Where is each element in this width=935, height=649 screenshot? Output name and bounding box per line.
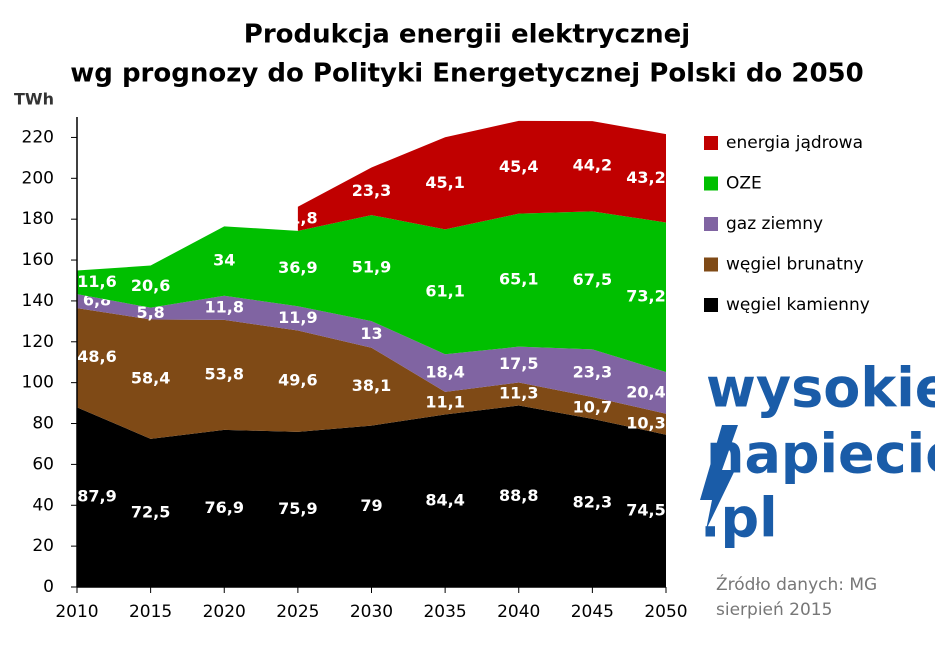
y-tick-label: 140 (22, 291, 54, 311)
value-label: 44,2 (573, 156, 612, 175)
value-label: 20,4 (626, 382, 665, 401)
logo-bolt (700, 425, 738, 530)
legend-swatch (704, 217, 718, 231)
legend-label: węgiel kamienny (726, 295, 870, 315)
chart-subtitle: wg prognozy do Polityki Energetycznej Po… (70, 59, 863, 89)
x-tick-label: 2045 (571, 602, 614, 622)
area (77, 405, 666, 587)
source-note: Źródło danych: MG (716, 573, 877, 595)
logo-text: napiecie (706, 423, 935, 486)
y-tick-label: 20 (32, 536, 54, 556)
y-tick-label: 160 (22, 250, 54, 270)
value-label: 73,2 (626, 287, 665, 306)
y-tick-label: 60 (32, 454, 54, 474)
value-label: 53,8 (205, 364, 244, 383)
value-label: 11,3 (499, 383, 538, 402)
value-label: 74,5 (626, 500, 665, 519)
x-tick-label: 2035 (423, 602, 466, 622)
value-label: 88,8 (499, 486, 538, 505)
value-label: 17,5 (499, 354, 538, 373)
value-label: 11,8 (278, 208, 317, 227)
value-label: 45,4 (499, 157, 538, 176)
value-label: 84,4 (425, 490, 464, 509)
value-label: 49,6 (278, 371, 317, 390)
y-tick-label: 200 (22, 168, 54, 188)
value-label: 82,3 (573, 492, 612, 511)
logo-text: wysokie (706, 357, 935, 420)
value-label: 11,6 (77, 272, 116, 291)
value-label: 67,5 (573, 270, 612, 289)
value-label: 23,3 (573, 363, 612, 382)
legend-swatch (704, 298, 718, 312)
value-label: 20,6 (131, 276, 170, 295)
value-label: 79 (360, 496, 382, 515)
legend-swatch (704, 136, 718, 150)
value-label: 58,4 (131, 369, 170, 388)
legend-label: gaz ziemny (726, 214, 823, 234)
value-label: 23,3 (352, 181, 391, 200)
value-label: 10,3 (626, 414, 665, 433)
value-label: 51,9 (352, 258, 391, 277)
legend-swatch (704, 257, 718, 272)
y-tick-label: 180 (22, 209, 54, 229)
value-label: 65,1 (499, 270, 538, 289)
legend-label: OZE (726, 174, 762, 194)
y-tick-label: 220 (22, 127, 54, 147)
value-label: 11,8 (205, 297, 244, 316)
y-tick-label: 120 (22, 332, 54, 352)
value-label: 72,5 (131, 502, 170, 521)
y-tick-label: 0 (43, 577, 54, 597)
value-label: 36,9 (278, 258, 317, 277)
value-label: 61,1 (425, 281, 464, 300)
chart-title: Produkcja energii elektrycznej (244, 20, 690, 50)
y-tick-label: 40 (32, 495, 54, 515)
x-tick-label: 2015 (129, 602, 172, 622)
value-label: 75,9 (278, 499, 317, 518)
value-label: 87,9 (77, 487, 116, 506)
x-tick-label: 2020 (203, 602, 246, 622)
x-tick-label: 2010 (55, 602, 98, 622)
value-label: 76,9 (205, 498, 244, 517)
area (77, 308, 666, 439)
value-label: 18,4 (425, 363, 464, 382)
y-tick-label: 100 (22, 373, 54, 393)
y-tick-label: 80 (32, 414, 54, 434)
logo-text: .pl (700, 487, 778, 550)
x-tick-label: 2050 (644, 602, 687, 622)
value-label: 43,2 (626, 168, 665, 187)
value-label: 5,8 (136, 303, 164, 322)
y-axis-label: TWh (14, 90, 54, 109)
value-label: 34 (213, 251, 235, 270)
area (297, 120, 666, 231)
legend-label: węgiel brunatny (726, 255, 864, 275)
x-tick-label: 2025 (276, 602, 319, 622)
value-label: 48,6 (77, 347, 116, 366)
x-tick-label: 2040 (497, 602, 540, 622)
value-label: 11,1 (425, 393, 464, 412)
legend-swatch (704, 176, 718, 191)
value-label: 11,9 (278, 308, 317, 327)
area (77, 294, 666, 414)
legend-label: energia jądrowa (726, 133, 863, 153)
value-label: 13 (360, 324, 382, 343)
source-note: sierpień 2015 (716, 600, 832, 620)
value-label: 45,1 (425, 173, 464, 192)
area (77, 211, 666, 373)
value-label: 10,7 (573, 397, 612, 416)
x-tick-label: 2030 (350, 602, 393, 622)
value-label: 38,1 (352, 376, 391, 395)
